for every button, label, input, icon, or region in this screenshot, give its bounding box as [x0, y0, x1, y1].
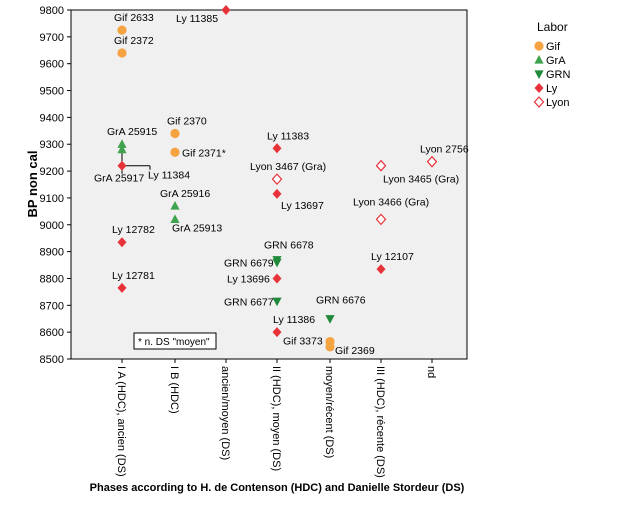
point-label: Ly 12107 [371, 251, 414, 263]
point-label: GrA 25913 [172, 222, 222, 234]
y-tick-label: 9800 [40, 5, 64, 17]
point-label: Gif 2370 [167, 115, 207, 127]
point-label: GrA 25916 [160, 188, 210, 200]
point-label: Gif 2371* [182, 147, 226, 159]
data-point-lyon [375, 213, 387, 226]
point-label: Gif 2372 [114, 35, 154, 47]
x-tick-label: nd [425, 366, 437, 378]
data-point-gif [170, 147, 180, 157]
point-label: Gif 2369 [335, 345, 375, 357]
legend-label: Lyon [546, 97, 569, 109]
note-text: * n. DS "moyen" [138, 337, 210, 348]
y-tick-label: 9200 [40, 166, 64, 178]
data-point-gra [117, 139, 127, 148]
point-label: Ly 12781 [112, 270, 155, 282]
data-point-grn [272, 258, 282, 268]
point-labels: Gif 2633 Gif 2372 GrA 25915 GrA 25917 Ly 127… [94, 12, 469, 357]
x-tick-label: III (HDC), récente (DS) [374, 366, 386, 478]
x-tick-label: II (HDC), moyen (DS) [270, 366, 282, 471]
data-point-ly [272, 143, 282, 154]
data-point-ly [272, 188, 282, 199]
data-point-grn [272, 297, 282, 307]
data-point-lyon [375, 159, 387, 172]
data-point-gra [117, 144, 127, 154]
point-label: GrA 25915 [107, 126, 157, 138]
y-tick-label: 9000 [40, 220, 64, 232]
point-label: Gif 3373 [283, 336, 323, 348]
data-point-gif [117, 25, 127, 35]
point-label: Ly 13697 [281, 200, 324, 212]
y-tick-label: 9100 [40, 193, 64, 205]
data-points [117, 5, 438, 352]
point-label: GRN 6678 [264, 240, 314, 252]
y-tick-label: 9500 [40, 86, 64, 98]
y-tick-label: 8900 [40, 247, 64, 259]
point-label: Lyon 3466 (Gra) [353, 196, 429, 208]
point-label: Ly 11383 [267, 130, 309, 142]
y-tick-label: 9300 [40, 139, 64, 151]
y-tick-label: 8700 [40, 300, 64, 312]
x-tick-label: I A (HDC), ancien (DS) [115, 366, 127, 477]
y-tick-label: 9700 [40, 32, 64, 44]
legend-marker-gra [534, 55, 544, 64]
legend-marker-lyon [533, 96, 545, 108]
point-label: GRN 6676 [316, 295, 366, 307]
point-label: GRN 6679 [224, 257, 274, 269]
point-label: Lyon 3465 (Gra) [383, 174, 459, 186]
point-label: GrA 25917 [94, 173, 144, 185]
x-axis: I A (HDC), ancien (DS) I B (HDC) ancien/mo… [115, 359, 437, 478]
y-axis: 8500 8600 8700 8800 8900 9000 9100 9200 9300 9400… [40, 5, 71, 366]
data-point-ly [376, 264, 386, 275]
x-axis-title: Phases according to H. de Contenson (HDC… [90, 482, 465, 494]
y-tick-label: 8600 [40, 327, 64, 339]
y-axis-title: BP non cal [25, 151, 40, 218]
y-tick-label: 8500 [40, 354, 64, 366]
x-tick-label: I B (HDC) [168, 366, 180, 414]
x-tick-label: moyen/récent (DS) [323, 366, 335, 458]
legend-marker-ly [534, 83, 544, 93]
annotation-label: Ly 11384 [148, 170, 190, 182]
legend-marker-gif [534, 41, 544, 51]
data-point-gif [325, 342, 335, 352]
data-point-grn [325, 315, 335, 324]
point-label: Ly 13696 [227, 273, 270, 285]
data-point-ly [272, 273, 282, 284]
legend-title: Labor [537, 20, 568, 34]
legend-label: GrA [546, 55, 566, 67]
data-point-gif [170, 128, 180, 139]
legend-marker-grn [534, 70, 544, 79]
point-label: Gif 2633 [114, 12, 154, 24]
legend-label: GRN [546, 69, 571, 81]
legend-label: Gif [546, 41, 561, 53]
data-point-ly [117, 282, 127, 293]
point-label: Ly 11386 [273, 314, 315, 326]
point-label: Lyon 2756 [420, 144, 469, 156]
data-point-gra [170, 214, 180, 223]
data-point-ly [117, 237, 127, 248]
point-label: Lyon 3467 (Gra) [250, 161, 326, 173]
y-tick-label: 9600 [40, 59, 64, 71]
data-point-lyon [426, 155, 438, 168]
x-tick-label: ancien/moyen (DS) [219, 366, 231, 460]
data-point-ly [117, 160, 127, 171]
point-label: Ly 11385 [176, 13, 218, 25]
plot-area [70, 9, 468, 360]
note-box: * n. DS "moyen" [133, 332, 217, 350]
y-tick-label: 9400 [40, 112, 64, 124]
legend-label: Ly [546, 83, 558, 95]
legend: Labor Gif GrA GRN Ly Lyon [533, 20, 571, 109]
point-label: Ly 12782 [112, 224, 155, 236]
data-point-ly [272, 327, 282, 338]
point-label: GRN 6677 [224, 296, 274, 308]
data-point-gra [170, 200, 180, 210]
data-point-ly [221, 5, 231, 15]
y-tick-label: 8800 [40, 273, 64, 285]
data-point-gif [117, 48, 127, 58]
data-point-lyon [271, 173, 283, 186]
